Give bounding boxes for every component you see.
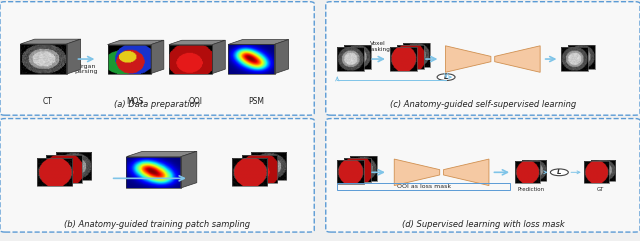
Text: PSM: PSM <box>248 97 265 106</box>
Text: MOS: MOS <box>126 97 143 106</box>
Polygon shape <box>151 40 164 74</box>
Polygon shape <box>169 40 225 45</box>
Polygon shape <box>127 151 197 157</box>
Polygon shape <box>495 46 540 72</box>
Text: (b) Anatomy-guided training patch sampling: (b) Anatomy-guided training patch sampli… <box>64 220 250 229</box>
FancyBboxPatch shape <box>0 119 314 232</box>
Polygon shape <box>20 39 81 44</box>
Polygon shape <box>445 46 491 72</box>
Polygon shape <box>108 40 164 45</box>
Text: OOI as loss mask: OOI as loss mask <box>397 184 451 189</box>
Text: CT: CT <box>43 97 53 106</box>
FancyBboxPatch shape <box>326 2 640 115</box>
Text: (c) Anatomy-guided self-supervised learning: (c) Anatomy-guided self-supervised learn… <box>390 100 577 109</box>
Polygon shape <box>228 40 289 44</box>
Text: Voxel
masking: Voxel masking <box>366 41 390 52</box>
Text: (a) Data preparation: (a) Data preparation <box>114 100 200 109</box>
Text: L: L <box>557 169 562 175</box>
Text: (d) Supervised learning with loss mask: (d) Supervised learning with loss mask <box>402 220 564 229</box>
Text: Prediction: Prediction <box>518 187 545 192</box>
Polygon shape <box>67 39 81 74</box>
Text: Sampling: Sampling <box>135 182 164 187</box>
Text: OOI: OOI <box>189 97 203 106</box>
Circle shape <box>437 74 455 80</box>
Polygon shape <box>275 40 289 74</box>
Text: GT: GT <box>596 187 604 192</box>
Polygon shape <box>180 151 197 188</box>
Text: Organ
parsing: Organ parsing <box>75 64 98 74</box>
Polygon shape <box>212 40 225 74</box>
Circle shape <box>550 169 568 176</box>
Polygon shape <box>394 159 440 186</box>
FancyBboxPatch shape <box>326 119 640 232</box>
Text: L: L <box>444 74 449 80</box>
Polygon shape <box>444 159 489 186</box>
FancyBboxPatch shape <box>0 2 314 115</box>
Bar <box>337 183 510 190</box>
